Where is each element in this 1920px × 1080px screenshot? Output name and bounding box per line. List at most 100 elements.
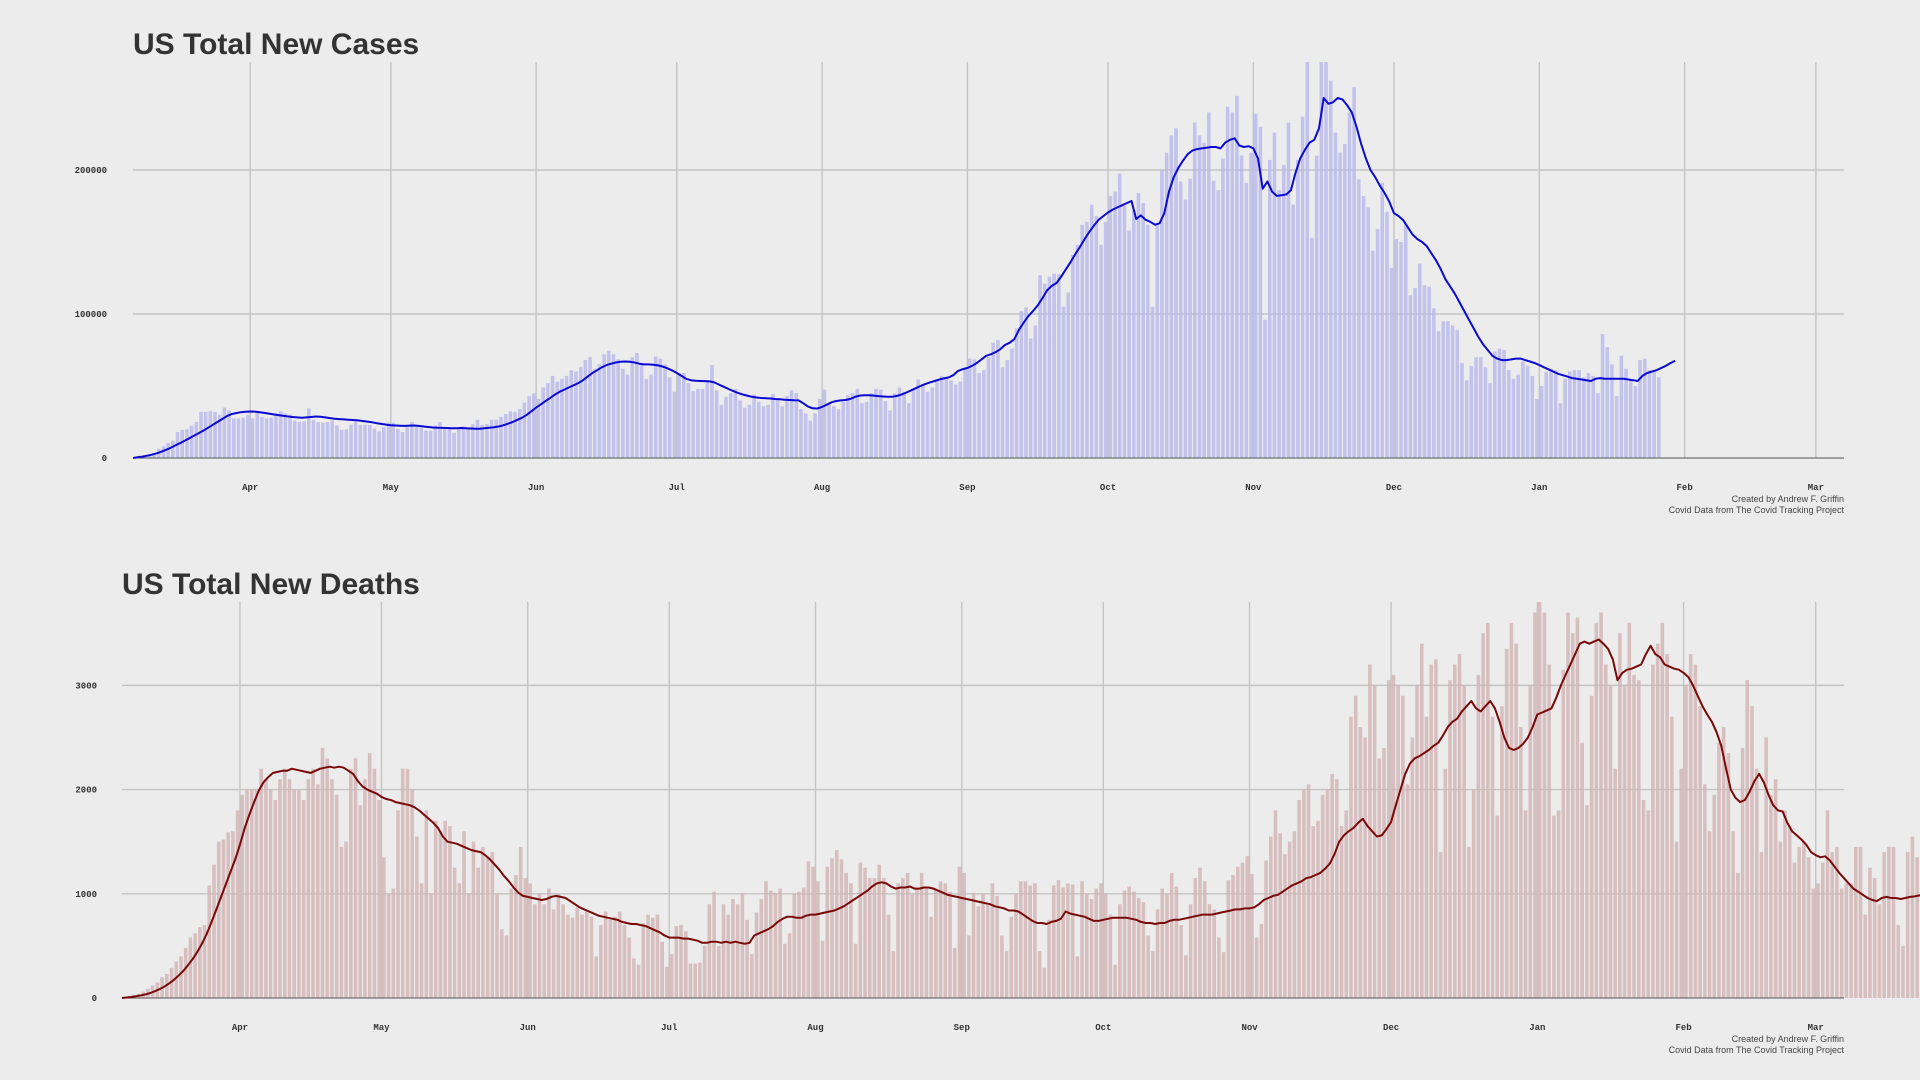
deaths-x-tick-label: Jan: [1529, 1023, 1545, 1033]
deaths-daily-bar: [193, 933, 197, 998]
deaths-daily-bar: [287, 779, 292, 998]
cases-daily-bar: [1141, 203, 1145, 458]
cases-daily-bar: [1132, 210, 1136, 458]
deaths-daily-bar: [1339, 826, 1344, 998]
deaths-daily-bar: [1146, 935, 1150, 998]
cases-daily-bar: [260, 416, 264, 458]
deaths-daily-bar: [886, 914, 891, 998]
deaths-daily-bar: [396, 810, 400, 998]
cases-x-tick-label: Oct: [1100, 483, 1116, 493]
cases-daily-bar: [747, 404, 752, 458]
cases-daily-bar: [278, 411, 283, 458]
deaths-daily-bar: [1377, 758, 1382, 998]
cases-daily-bar: [1347, 112, 1352, 459]
cases-daily-bar: [597, 364, 602, 458]
deaths-daily-bar: [646, 914, 650, 998]
cases-daily-bar: [1047, 276, 1052, 458]
deaths-daily-bar: [561, 904, 565, 998]
deaths-daily-bar: [363, 779, 367, 998]
cases-daily-bar: [949, 380, 953, 458]
cases-y-axis: 0 100000 200000: [75, 166, 107, 464]
cases-daily-bar: [161, 446, 166, 458]
cases-daily-bar: [316, 422, 320, 458]
cases-daily-bar: [733, 388, 738, 458]
deaths-daily-bar: [867, 878, 872, 998]
cases-daily-bar: [457, 429, 461, 458]
cases-daily-bar: [1516, 374, 1520, 458]
deaths-daily-bar: [410, 789, 414, 998]
deaths-daily-bar: [1306, 784, 1311, 998]
deaths-daily-bar: [1080, 881, 1084, 998]
cases-daily-bar: [757, 401, 761, 458]
deaths-daily-bar: [1636, 680, 1641, 998]
deaths-daily-bar: [1655, 643, 1660, 998]
deaths-daily-bar: [485, 857, 490, 998]
cases-daily-bar: [344, 429, 349, 458]
deaths-x-tick-label: Sep: [954, 1023, 970, 1033]
cases-daily-bar: [489, 419, 494, 458]
cases-daily-bar: [663, 364, 667, 458]
deaths-daily-bar: [1004, 951, 1009, 998]
cases-daily-bar: [953, 384, 958, 458]
deaths-daily-bar: [235, 810, 240, 998]
cases-daily-bar: [466, 427, 470, 458]
deaths-daily-bar: [1575, 617, 1580, 998]
cases-daily-bar: [428, 430, 433, 458]
cases-daily-bar: [171, 440, 175, 458]
cases-daily-bar: [653, 356, 658, 458]
deaths-daily-bar: [1684, 685, 1688, 998]
cases-x-tick-label: Jul: [669, 483, 686, 493]
deaths-daily-bar: [1316, 820, 1320, 998]
deaths-daily-bar: [1349, 716, 1353, 998]
cases-daily-bar: [1061, 306, 1066, 458]
deaths-daily-bar: [1429, 664, 1433, 998]
cases-daily-bar: [1197, 135, 1202, 458]
deaths-daily-bar: [1882, 852, 1886, 998]
cases-daily-bar: [1207, 112, 1211, 459]
deaths-daily-bar: [608, 919, 613, 998]
cases-daily-bar: [1614, 396, 1619, 458]
cases-daily-bar: [386, 422, 391, 458]
cases-daily-bar: [822, 389, 827, 458]
cases-daily-bar: [1553, 370, 1558, 458]
cases-x-tick-label: Sep: [959, 483, 975, 493]
cases-daily-bar: [236, 418, 241, 458]
deaths-daily-bar: [1764, 737, 1768, 998]
cases-daily-bar: [227, 410, 231, 458]
deaths-caption-author: Created by Andrew F. Griffin: [1731, 1034, 1844, 1044]
cases-daily-bar: [185, 429, 189, 458]
deaths-daily-bar: [1434, 659, 1438, 998]
cases-x-tick-label: Feb: [1677, 483, 1693, 493]
cases-daily-bar: [982, 370, 986, 458]
deaths-daily-bar: [952, 947, 957, 998]
deaths-daily-bar: [584, 911, 589, 998]
deaths-daily-bar: [1245, 856, 1249, 998]
deaths-daily-bar: [650, 917, 655, 998]
cases-caption-source: Covid Data from The Covid Tracking Proje…: [1668, 505, 1844, 515]
cases-daily-bar: [382, 427, 386, 458]
cases-daily-bar: [780, 406, 785, 458]
deaths-daily-bar: [433, 820, 438, 998]
cases-daily-bar: [1094, 216, 1099, 458]
cases-daily-bar: [1319, 62, 1324, 458]
deaths-daily-bar: [254, 789, 259, 998]
cases-daily-bar: [1038, 275, 1042, 458]
deaths-daily-bar: [320, 747, 325, 998]
deaths-caption: Created by Andrew F. Griffin Covid Data …: [1669, 1034, 1844, 1056]
deaths-daily-bar: [212, 864, 216, 998]
deaths-daily-bar: [1849, 883, 1853, 998]
cases-daily-bar: [794, 393, 799, 458]
cases-daily-bar: [246, 414, 250, 458]
deaths-daily-bar: [1028, 885, 1032, 998]
deaths-daily-bar: [1481, 633, 1485, 998]
deaths-daily-bar: [1217, 937, 1221, 998]
deaths-daily-bar: [207, 885, 212, 998]
deaths-daily-bar: [1504, 648, 1509, 998]
deaths-daily-bar: [801, 887, 806, 998]
deaths-daily-bar: [1122, 890, 1127, 998]
cases-daily-bar: [1521, 361, 1525, 458]
cases-daily-bar: [785, 396, 789, 458]
deaths-daily-bar: [504, 935, 509, 998]
cases-daily-bar: [461, 426, 466, 458]
deaths-daily-bar: [377, 800, 381, 998]
